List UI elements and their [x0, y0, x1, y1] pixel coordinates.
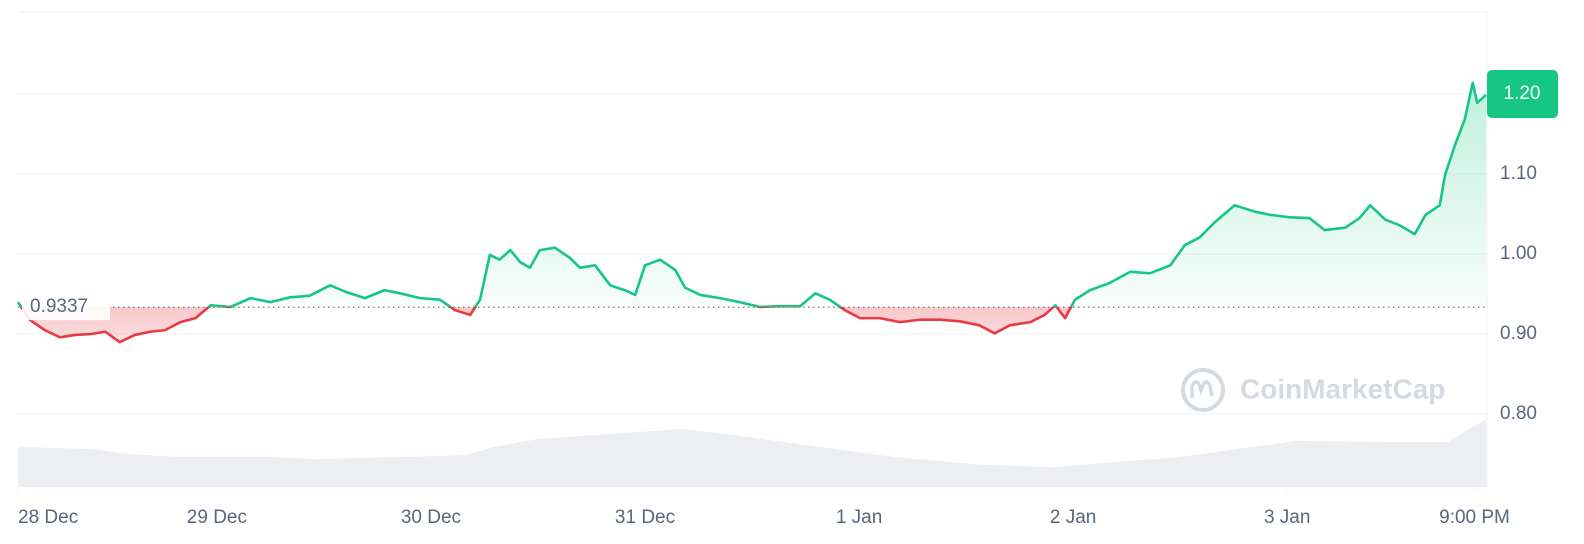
x-tick-label: 29 Dec	[187, 507, 247, 528]
watermark: CoinMarketCap	[1181, 368, 1445, 412]
x-tick-label: 30 Dec	[401, 507, 461, 528]
y-tick-label: 0.90	[1500, 323, 1537, 344]
watermark-text: CoinMarketCap	[1240, 373, 1445, 404]
y-tick-label: 0.80	[1500, 403, 1537, 424]
watermark-logo	[1181, 368, 1225, 412]
y-tick-label: 1.00	[1500, 243, 1537, 264]
x-tick-label: 1 Jan	[836, 507, 882, 528]
price-area	[18, 82, 1487, 343]
volume-area	[18, 419, 1487, 487]
baseline-label-box	[22, 294, 110, 321]
x-tick-label: 9:00 PM	[1439, 507, 1510, 528]
x-tick-label: 2 Jan	[1050, 507, 1096, 528]
watermark-logo-m	[1190, 380, 1214, 398]
x-tick-label: 28 Dec	[18, 507, 78, 528]
x-tick-label: 31 Dec	[615, 507, 675, 528]
price-tag-label: 1.20	[1504, 83, 1541, 104]
x-tick-label: 3 Jan	[1264, 507, 1310, 528]
price-tag	[1487, 70, 1558, 119]
baseline-label: 0.9337	[30, 296, 88, 317]
price-line	[16, 81, 1487, 344]
y-tick-label: 1.10	[1500, 163, 1537, 184]
